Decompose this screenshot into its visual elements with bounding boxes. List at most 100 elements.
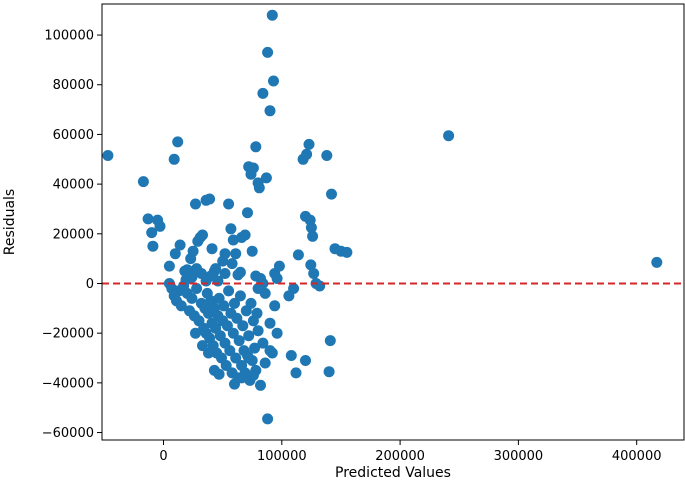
scatter-point [307,230,319,242]
scatter-point [169,248,181,260]
scatter-point [219,268,231,279]
scatter-point [223,285,235,297]
scatter-point [255,379,266,391]
scatter-point [314,280,326,292]
scatter-point [219,248,231,260]
scatter-point [142,213,154,225]
scatter-point [264,345,276,357]
scatter-point [181,264,193,276]
scatter-point [220,360,232,371]
scatter-point [273,260,285,272]
scatter-point [326,188,337,200]
scatter-point [197,229,208,241]
y-tick-label: 100000 [44,29,94,44]
scatter-point [246,245,258,257]
scatter-point [341,246,353,258]
y-axis-label: Residuals [2,189,18,255]
y-tick-label: −20000 [42,327,94,342]
x-tick-label: 100000 [257,449,307,464]
scatter-point [213,368,225,380]
scatter-point [443,130,455,142]
scatter-point [203,347,214,359]
scatter-point [229,378,240,390]
scatter-point [253,182,265,194]
x-axis-ticks: 0 100000 200000 300000 400000 [159,440,662,464]
scatter-point [247,162,259,174]
scatter-point [172,136,184,148]
y-tick-label: 0 [86,277,94,292]
scatter-point [218,300,230,312]
scatter-point [323,366,335,378]
plot-frame [101,3,685,441]
scatter-point [163,260,175,272]
scatter-point [174,239,186,251]
scatter-point [271,327,283,339]
scatter-point [175,300,187,312]
scatter-point [262,413,274,425]
scatter-point [303,138,315,150]
scatter-point [102,150,114,161]
scatter-point [264,105,276,117]
scatter-point [191,283,203,294]
scatter-point [186,292,198,304]
scatter-point [187,245,199,257]
scatter-point [190,327,201,339]
scatter-point [259,357,271,369]
scatter-point [290,367,302,379]
scatter-point [224,345,236,357]
scatter-point [206,243,218,255]
scatter-point [285,350,297,361]
y-tick-label: 80000 [53,78,94,93]
y-tick-label: 20000 [53,227,94,242]
scatter-point [154,220,166,232]
scatter-point [324,335,336,347]
scatter-point [264,317,276,329]
scatter-point [236,372,248,384]
scatter-point [305,222,317,234]
scatter-point [308,268,320,279]
scatter-point [231,312,243,324]
y-tick-label: −40000 [42,376,94,391]
scatter-point [197,340,208,352]
scatter-point [230,248,242,260]
scatter-point [227,234,239,246]
scatter-point [190,198,201,210]
scatter-point [147,240,159,252]
scatter-point [249,342,261,354]
scatter-point [233,335,245,347]
scatter-point [301,148,313,160]
x-tick-label: 200000 [375,449,425,464]
x-tick-label: 0 [159,449,167,464]
x-axis-label: Predicted Values [335,465,451,481]
y-tick-label: 60000 [53,128,94,143]
scatter-point [251,307,263,319]
scatter-point [234,266,246,278]
scatter-point [239,229,251,241]
scatter-point [229,297,240,309]
scatter-point [227,327,239,339]
scatter-point [234,290,246,302]
scatter-point [226,258,238,270]
scatter-point [230,352,242,364]
scatter-point [243,352,255,364]
scatter-point [271,273,283,284]
scatter-point [252,283,264,294]
scatter-point [268,75,279,87]
y-tick-label: 40000 [53,178,94,193]
x-tick-label: 400000 [612,449,662,464]
scatter-point [269,300,281,312]
scatter-point [252,325,264,337]
scatter-point [243,330,255,342]
scatter-point [288,283,300,294]
scatter-point [245,297,257,309]
scatter-point [221,320,233,332]
scatter-point [262,46,274,58]
y-tick-label: −60000 [42,426,94,441]
scatter-point [250,141,262,153]
y-axis-ticks: −60000 −40000 −20000 0 20000 40000 60000 80000 1… [42,29,102,441]
scatter-point [191,263,203,275]
scatter-point [257,87,269,99]
scatter-point [247,369,259,381]
scatter-point [242,207,253,219]
